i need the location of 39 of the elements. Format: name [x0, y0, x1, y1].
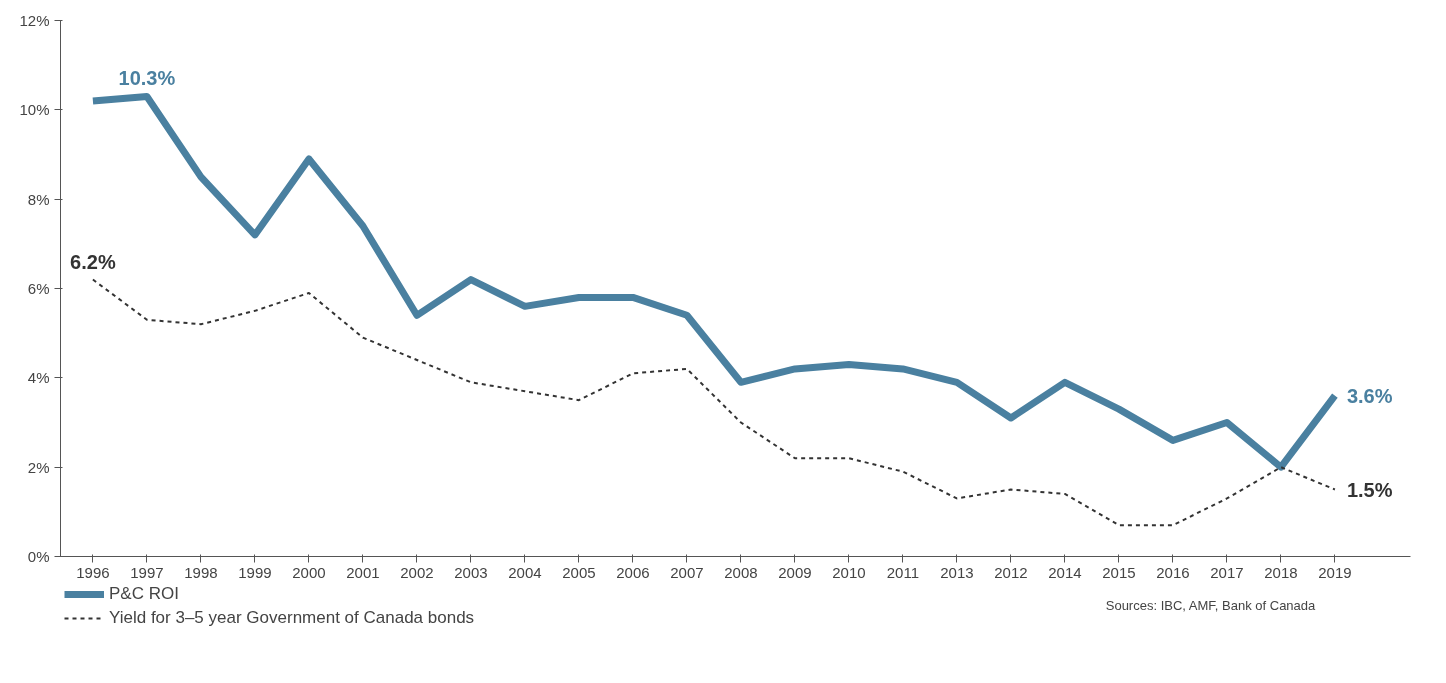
x-tick-label: 2008 — [724, 563, 758, 581]
x-tick-label: 1997 — [130, 563, 164, 581]
x-tick-label: 2011 — [886, 563, 920, 581]
x-tick-label: 2007 — [670, 563, 704, 581]
x-tick-label: 2016 — [1156, 563, 1190, 581]
x-tick-label: 2014 — [1048, 563, 1082, 581]
y-tick-label: 10% — [19, 101, 50, 119]
data-label: 6.2% — [70, 250, 116, 273]
source-note: Sources: IBC, AMF, Bank of Canada — [1105, 597, 1317, 613]
x-tick-label: 2013 — [940, 563, 974, 581]
x-tick-label: 2002 — [400, 563, 434, 581]
x-tick-label: 2000 — [292, 563, 326, 581]
x-tick-label: 2009 — [778, 563, 812, 581]
x-tick-label: 2018 — [1264, 563, 1298, 581]
y-tick-label: 6% — [27, 280, 50, 297]
legend-label: Yield for 3–5 year Government of Canada bonds — [109, 608, 475, 628]
data-label: 3.6% — [1346, 384, 1393, 407]
x-tick-label: 2010 — [832, 563, 866, 581]
x-tick-label: 2003 — [454, 563, 488, 581]
y-tick-label: 4% — [27, 369, 50, 387]
x-tick-label: 2012 — [994, 563, 1028, 581]
x-tick-label: 2001 — [346, 563, 380, 581]
x-tick-label: 1998 — [184, 563, 218, 581]
legend-label: P&C ROI — [109, 584, 179, 604]
x-tick-label: 2006 — [616, 563, 650, 581]
line-series — [91, 278, 1336, 527]
x-tick-label: 2005 — [562, 563, 596, 581]
y-tick-label: 8% — [27, 190, 50, 208]
data-label: 10.3% — [118, 67, 176, 90]
x-tick-label: 2017 — [1210, 563, 1244, 581]
x-tick-label: 1999 — [238, 563, 272, 581]
x-tick-label: 2019 — [1318, 563, 1352, 581]
x-tick-label: 1996 — [76, 563, 110, 581]
y-tick-label: 2% — [27, 458, 50, 476]
y-tick-label: 0% — [27, 548, 50, 565]
x-tick-label: 2015 — [1102, 563, 1136, 581]
x-tick-label: 2004 — [508, 563, 542, 581]
y-tick-label: 12% — [19, 12, 50, 29]
data-label: 1.5% — [1346, 478, 1393, 501]
